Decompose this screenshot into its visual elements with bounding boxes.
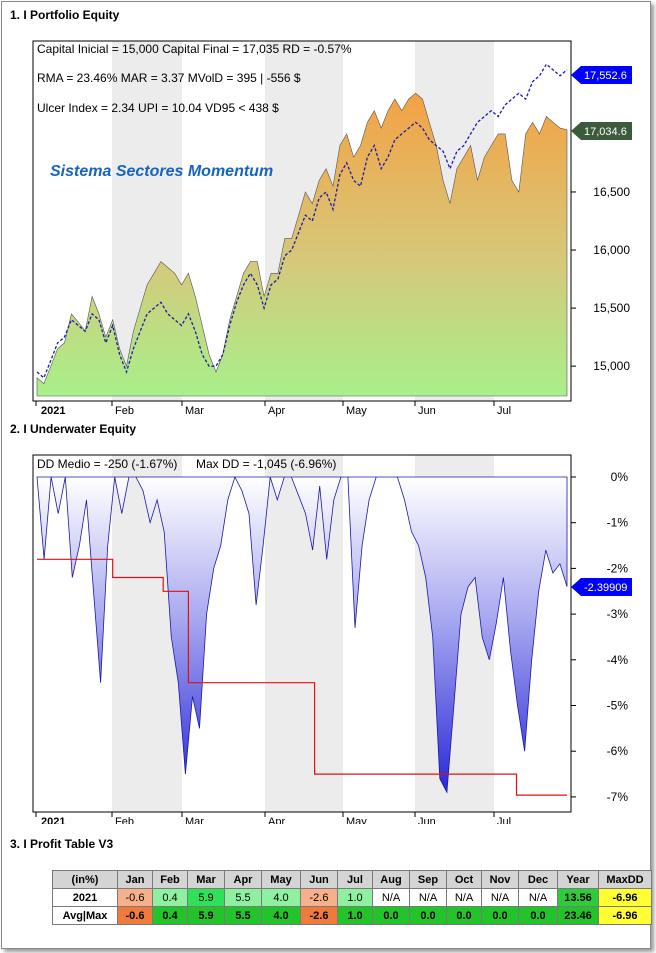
x-tick-label: Jul bbox=[497, 816, 511, 824]
profit-table-cell: 4.0 bbox=[261, 888, 301, 907]
profit-table-header-cell: Jan bbox=[117, 870, 153, 889]
profit-table-cell: 0.0 bbox=[446, 906, 482, 925]
benchmark-badge-value: 17,552.6 bbox=[584, 70, 627, 82]
profit-table-header-cell: MaxDD bbox=[598, 870, 652, 889]
x-tick-label: Apr bbox=[268, 816, 285, 824]
x-tick-label: May bbox=[346, 816, 367, 824]
profit-table-cell: 1.0 bbox=[337, 906, 373, 925]
profit-table-cell: N/A bbox=[518, 888, 558, 907]
profit-table-cell: 0.0 bbox=[481, 906, 519, 925]
profit-table-header-cell: Oct bbox=[446, 870, 482, 889]
profit-table-cell: 4.0 bbox=[261, 906, 301, 925]
equity-area bbox=[36, 92, 568, 397]
underwater-badge: -2.39909 bbox=[571, 578, 632, 596]
profit-table-cell: 5.5 bbox=[224, 906, 262, 925]
profit-table-cell: 0.0 bbox=[372, 906, 410, 925]
profit-table-cell: N/A bbox=[481, 888, 519, 907]
y-tick-label: -1% bbox=[607, 516, 629, 530]
profit-table-header-cell: Apr bbox=[224, 870, 262, 889]
profit-table-cell: -0.6 bbox=[117, 888, 153, 907]
y-tick-label: 16,500 bbox=[593, 185, 630, 199]
profit-table-cell: 5.9 bbox=[187, 888, 225, 907]
profit-table-cell: 5.5 bbox=[224, 888, 262, 907]
profit-table-header-cell: Dec bbox=[518, 870, 558, 889]
profit-section-title: 3. I Profit Table V3 bbox=[10, 837, 114, 851]
y-tick-label: 0% bbox=[611, 470, 629, 484]
y-tick-label: -4% bbox=[607, 653, 629, 667]
profit-table-header-cell: (in%) bbox=[52, 870, 118, 889]
profit-table-cell: 13.56 bbox=[557, 888, 599, 907]
profit-table-header-cell: May bbox=[261, 870, 301, 889]
underwater-stats-dd: DD Medio = -250 (-1.67%) bbox=[37, 457, 177, 471]
x-tick-label: Jul bbox=[497, 405, 511, 417]
y-tick-label: -5% bbox=[607, 699, 629, 713]
profit-table-cell: Avg|Max bbox=[52, 906, 118, 925]
profit-table-header-cell: Nov bbox=[481, 870, 519, 889]
underwater-badge-value: -2.39909 bbox=[584, 582, 627, 594]
y-tick-label: 16,000 bbox=[593, 243, 630, 257]
equity-badge: 17,034.6 bbox=[571, 122, 632, 140]
profit-table-header-cell: Aug bbox=[372, 870, 410, 889]
profit-table-cell: 0.4 bbox=[152, 906, 188, 925]
x-tick-label: Jun bbox=[418, 816, 436, 824]
profit-table-cell: 23.46 bbox=[557, 906, 599, 925]
profit-table-header-cell: Jun bbox=[300, 870, 338, 889]
profit-table-header-cell: Sep bbox=[409, 870, 447, 889]
equity-stats-line3: Ulcer Index = 2.34 UPI = 10.04 VD95 < 43… bbox=[37, 101, 279, 115]
underwater-chart: 0% -1% -2% -3% -4% -5% -6% -7% 2021 Feb Mar Apr May… bbox=[32, 454, 632, 824]
y-tick-label: -7% bbox=[607, 790, 629, 804]
profit-table-cell: -0.6 bbox=[117, 906, 153, 925]
underwater-area bbox=[36, 475, 568, 794]
profit-table-cell: N/A bbox=[372, 888, 410, 907]
equity-stats-line2: RMA = 23.46% MAR = 3.37 MVolD = 395 | -5… bbox=[37, 71, 301, 85]
y-tick-label: -6% bbox=[607, 744, 629, 758]
y-tick-label: -3% bbox=[607, 607, 629, 621]
profit-table-cell: -2.6 bbox=[300, 906, 338, 925]
profit-table-header-cell: Year bbox=[557, 870, 599, 889]
x-tick-year: 2021 bbox=[41, 816, 65, 824]
profit-table-cell: 0.0 bbox=[409, 906, 447, 925]
x-tick-label: Feb bbox=[115, 405, 134, 417]
profit-table-row: 2021 -0.6 0.4 5.9 5.5 4.0 -2.6 1.0 N/A N/A N/A N/A N… bbox=[52, 888, 652, 907]
profit-table-cell: 2021 bbox=[52, 888, 118, 907]
profit-table-row: Avg|Max -0.6 0.4 5.9 5.5 4.0 -2.6 1.0 0.0 0.0 0.0 0… bbox=[52, 906, 652, 925]
profit-table-cell: 0.4 bbox=[152, 888, 188, 907]
profit-table-cell: N/A bbox=[446, 888, 482, 907]
profit-table: (in%) Jan Feb Mar Apr May Jun Jul Aug Sep Oct Nov De… bbox=[52, 870, 652, 925]
profit-table-cell: N/A bbox=[409, 888, 447, 907]
profit-table-cell: -6.96 bbox=[598, 888, 652, 907]
equity-section-title: 1. I Portfolio Equity bbox=[10, 8, 120, 22]
underwater-stats-maxdd: Max DD = -1,045 (-6.96%) bbox=[196, 457, 336, 471]
x-tick-label: Mar bbox=[185, 816, 204, 824]
x-tick-year: 2021 bbox=[41, 405, 65, 417]
profit-table-header-cell: Jul bbox=[337, 870, 373, 889]
system-name: Sistema Sectores Momentum bbox=[50, 163, 273, 180]
y-tick-label: 15,500 bbox=[593, 301, 630, 315]
equity-badge-value: 17,034.6 bbox=[584, 126, 627, 138]
profit-table-header-cell: Feb bbox=[152, 870, 188, 889]
profit-table-header-cell: Mar bbox=[187, 870, 225, 889]
profit-table-header: (in%) Jan Feb Mar Apr May Jun Jul Aug Sep Oct Nov De… bbox=[52, 870, 652, 889]
y-tick-label: 15,000 bbox=[593, 359, 630, 373]
y-tick-label: -2% bbox=[607, 561, 629, 575]
x-tick-label: Apr bbox=[268, 405, 285, 417]
x-tick-label: Mar bbox=[185, 405, 204, 417]
x-tick-label: Feb bbox=[115, 816, 134, 824]
profit-table-cell: 0.0 bbox=[518, 906, 558, 925]
equity-stats-line1: Capital Inicial = 15,000 Capital Final =… bbox=[37, 42, 352, 56]
underwater-section-title: 2. I Underwater Equity bbox=[10, 422, 137, 436]
benchmark-line bbox=[36, 63, 568, 379]
x-tick-label: Jun bbox=[418, 405, 436, 417]
x-tick-label: May bbox=[346, 405, 367, 417]
profit-table-cell: -6.96 bbox=[598, 906, 652, 925]
benchmark-badge: 17,552.6 bbox=[571, 66, 632, 84]
profit-table-cell: 5.9 bbox=[187, 906, 225, 925]
equity-chart: 15,000 15,500 16,000 16,500 2021 Feb Mar Apr Ma… bbox=[32, 40, 632, 417]
max-dd-line bbox=[37, 558, 567, 796]
profit-table-cell: 1.0 bbox=[337, 888, 373, 907]
profit-table-cell: -2.6 bbox=[300, 888, 338, 907]
